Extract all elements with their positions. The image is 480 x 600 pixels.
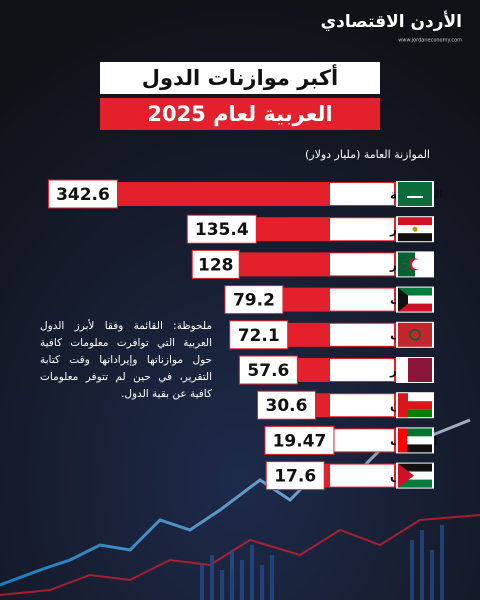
label-box [330, 359, 394, 381]
value-box [264, 425, 335, 455]
value-label: 30.6 [266, 396, 308, 416]
label-box [330, 218, 394, 241]
flag [398, 295, 432, 304]
title-box [100, 62, 380, 94]
value-label: 128 [198, 255, 234, 275]
flag [409, 329, 421, 341]
chart-subtitle: الموازنة العامة (مليار دولار) [305, 148, 430, 161]
value-label: 17.6 [274, 467, 316, 487]
label-box [330, 429, 394, 452]
label-box [330, 464, 394, 487]
chart-title-line-2: العربية لعام 2025 [147, 102, 332, 126]
flag [396, 251, 434, 278]
flag [398, 393, 432, 402]
value-label: 72.1 [238, 326, 280, 346]
flag [398, 463, 414, 488]
flag [398, 428, 432, 437]
flag [398, 409, 432, 418]
flag [396, 357, 434, 383]
value-label: 342.6 [56, 185, 110, 205]
value-box [224, 285, 284, 315]
label-box [330, 323, 394, 346]
value-label: 57.6 [247, 361, 289, 381]
note: ملحوظة: القائمة وفقا لأبرز الدول العربية… [40, 320, 212, 400]
value-box [186, 214, 257, 244]
label-box [330, 394, 394, 417]
flag [407, 196, 423, 198]
flag [398, 479, 432, 488]
decor [0, 418, 480, 600]
flag [396, 216, 434, 243]
title-box-2 [100, 98, 380, 130]
value-box [256, 390, 316, 420]
value-box [47, 179, 118, 209]
flag [398, 182, 432, 206]
flag [398, 233, 432, 242]
flag [412, 259, 422, 270]
flag [398, 358, 408, 382]
value-label: 135.4 [195, 220, 249, 240]
flag [412, 226, 418, 232]
flag [398, 471, 432, 480]
value-label: 19.47 [273, 431, 327, 451]
flag [398, 252, 415, 277]
flag [398, 401, 432, 410]
value-box [238, 355, 298, 385]
flag [398, 322, 432, 347]
flag [396, 427, 434, 454]
flag [396, 392, 434, 419]
logo-name: الأردن الاقتصادي [321, 11, 462, 32]
value-box [191, 249, 240, 279]
flag [398, 217, 432, 226]
value-box [229, 320, 289, 350]
flag [415, 252, 432, 277]
label-box [330, 183, 394, 205]
label-box [330, 288, 394, 311]
chart-title: أكبر موازنات الدول [142, 63, 339, 90]
value-box [265, 461, 325, 491]
flag [398, 287, 432, 296]
flag [398, 463, 432, 472]
flag [396, 462, 434, 489]
label-box [330, 253, 394, 276]
flag [398, 428, 407, 453]
flag [398, 436, 432, 445]
value-label: 79.2 [233, 291, 275, 311]
logo-url: www.jordaneconomy.com [398, 38, 462, 44]
flag [396, 181, 434, 207]
flag [396, 321, 434, 348]
flag [398, 393, 408, 418]
flag [398, 444, 432, 453]
flag [396, 286, 434, 313]
flag [398, 287, 408, 312]
flag [398, 303, 432, 312]
